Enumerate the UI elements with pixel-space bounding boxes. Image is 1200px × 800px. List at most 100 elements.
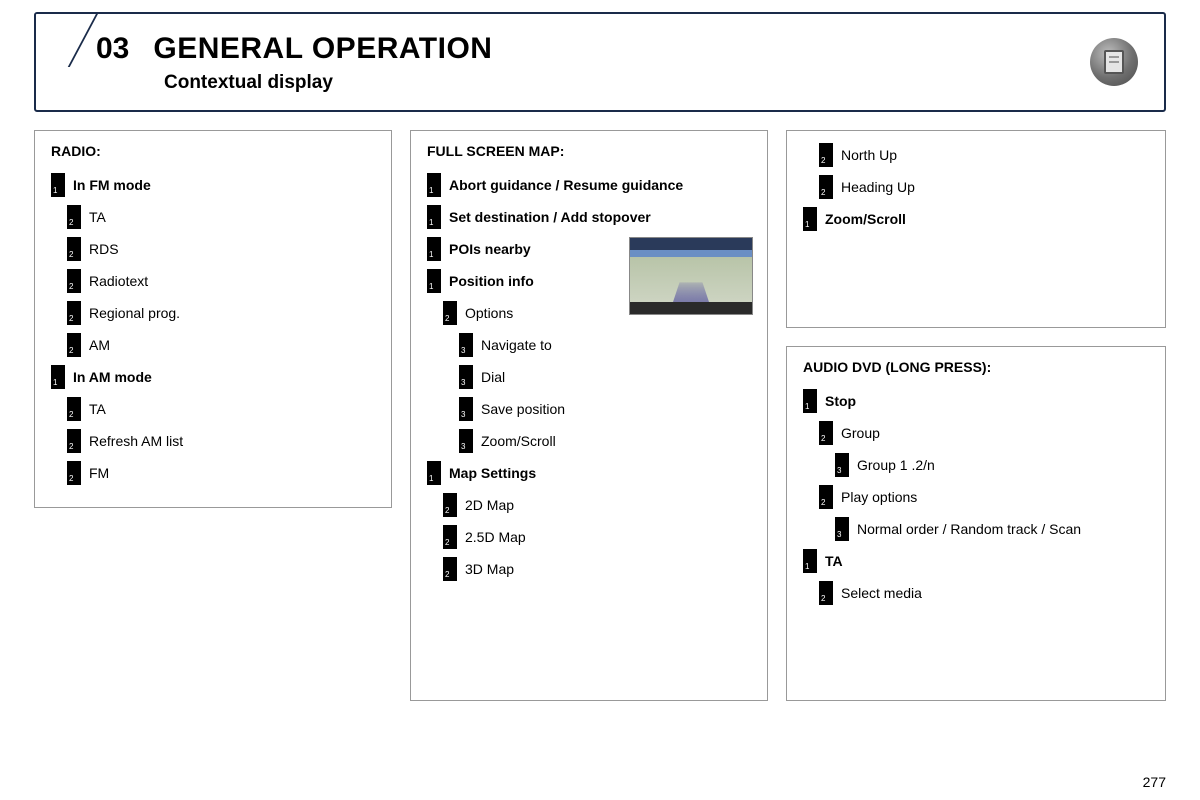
level-marker: 2: [67, 269, 81, 293]
level-marker: 1: [803, 549, 817, 573]
level-marker: 3: [459, 429, 473, 453]
level-marker: 3: [835, 517, 849, 541]
level-marker: 1: [51, 173, 65, 197]
level-marker: 3: [459, 397, 473, 421]
menu-item-label: In AM mode: [73, 369, 152, 385]
menu-item-label: FM: [89, 465, 109, 481]
level-marker: 2: [67, 333, 81, 357]
level-marker: 2: [819, 143, 833, 167]
level-marker: 2: [67, 301, 81, 325]
menu-item: 2Play options: [819, 485, 1149, 509]
menu-item-label: Stop: [825, 393, 856, 409]
level-marker: 1: [803, 389, 817, 413]
menu-item: 1 Zoom/Scroll: [803, 207, 1149, 231]
menu-item: 2 Select media: [819, 581, 1149, 605]
level-marker: 1: [803, 207, 817, 231]
level-marker: 1: [427, 269, 441, 293]
level-marker: 1: [427, 237, 441, 261]
menu-item: 2 North Up: [819, 143, 1149, 167]
level-marker: 2: [443, 525, 457, 549]
menu-item: 2Refresh AM list: [67, 429, 375, 453]
menu-item: 1 Map Settings: [427, 461, 751, 485]
menu-item-label: TA: [89, 401, 106, 417]
section-title: GENERAL OPERATION: [153, 32, 492, 66]
level-marker: 2: [443, 301, 457, 325]
level-marker: 3: [459, 333, 473, 357]
menu-item: 3 Zoom/Scroll: [459, 429, 751, 453]
menu-item: 2RDS: [67, 237, 375, 261]
panel-map: FULL SCREEN MAP: 1Abort guidance / Resum…: [410, 130, 768, 701]
menu-item-label: Position info: [449, 273, 534, 289]
level-marker: 2: [67, 461, 81, 485]
menu-item-label: 2.5D Map: [465, 529, 526, 545]
level-marker: 1: [427, 461, 441, 485]
menu-item-label: Group: [841, 425, 880, 441]
menu-item: 2 TA: [67, 397, 375, 421]
menu-item: 3 Normal order / Random track / Scan: [835, 517, 1149, 541]
menu-item: 1 In FM mode: [51, 173, 375, 197]
menu-item-label: Normal order / Random track / Scan: [857, 521, 1081, 537]
menu-item-label: Save position: [481, 401, 565, 417]
level-marker: 3: [835, 453, 849, 477]
document-icon: [1090, 38, 1138, 86]
level-marker: 2: [819, 581, 833, 605]
menu-item-label: Options: [465, 305, 513, 321]
menu-item-label: Radiotext: [89, 273, 148, 289]
menu-item-label: In FM mode: [73, 177, 151, 193]
menu-map-cont: 2 North Up 2Heading Up1 Zoom/Scroll: [803, 143, 1149, 231]
menu-item: 2 FM: [67, 461, 375, 485]
level-marker: 1: [51, 365, 65, 389]
level-marker: 2: [67, 397, 81, 421]
menu-item-label: POIs nearby: [449, 241, 531, 257]
level-marker: 2: [443, 557, 457, 581]
page-number: 277: [1143, 774, 1166, 790]
menu-item-label: Zoom/Scroll: [825, 211, 906, 227]
menu-item-label: Map Settings: [449, 465, 536, 481]
menu-item: 1 TA: [803, 549, 1149, 573]
menu-map: 1Abort guidance / Resume guidance1Set de…: [427, 173, 751, 581]
menu-item: 23D Map: [443, 557, 751, 581]
level-marker: 1: [427, 173, 441, 197]
section-number: 03: [96, 32, 129, 66]
panel-title-dvd: AUDIO DVD (LONG PRESS):: [803, 359, 1149, 375]
menu-item: 3 Group 1 .2/n: [835, 453, 1149, 477]
menu-item-label: Refresh AM list: [89, 433, 183, 449]
menu-item: 2 2D Map: [443, 493, 751, 517]
menu-item-label: Regional prog.: [89, 305, 180, 321]
menu-item: 2Heading Up: [819, 175, 1149, 199]
menu-item: 2 AM: [67, 333, 375, 357]
menu-item-label: Heading Up: [841, 179, 915, 195]
header-corner-cut: [34, 12, 99, 67]
menu-item: 2 Regional prog.: [67, 301, 375, 325]
menu-item-label: Set destination / Add stopover: [449, 209, 651, 225]
menu-dvd: 1 Stop 2 Group 3 Group 1 .2/n 2Play options 3 No…: [803, 389, 1149, 605]
panel-dvd: AUDIO DVD (LONG PRESS): 1 Stop 2 Group 3 Grou…: [786, 346, 1166, 701]
menu-item: 2 2.5D Map: [443, 525, 751, 549]
menu-item: 2 Group: [819, 421, 1149, 445]
menu-item-label: Select media: [841, 585, 922, 601]
menu-item: 1Abort guidance / Resume guidance: [427, 173, 751, 197]
content-columns: RADIO: 1 In FM mode 2 TA 2RDS 2 Radiotext 2 Regi…: [34, 130, 1166, 701]
level-marker: 3: [459, 365, 473, 389]
menu-item: 3 Dial: [459, 365, 751, 389]
level-marker: 2: [819, 421, 833, 445]
menu-item-label: 2D Map: [465, 497, 514, 513]
page-header: 03 GENERAL OPERATION Contextual display: [34, 12, 1166, 112]
menu-item-label: Navigate to: [481, 337, 552, 353]
menu-item-label: Zoom/Scroll: [481, 433, 556, 449]
menu-item-label: North Up: [841, 147, 897, 163]
panel-radio: RADIO: 1 In FM mode 2 TA 2RDS 2 Radiotext 2 Regi…: [34, 130, 392, 508]
menu-item: 1 In AM mode: [51, 365, 375, 389]
menu-item-label: AM: [89, 337, 110, 353]
section-subtitle: Contextual display: [164, 72, 1134, 94]
menu-item-label: TA: [825, 553, 843, 569]
panel-map-cont: 2 North Up 2Heading Up1 Zoom/Scroll: [786, 130, 1166, 328]
menu-item: 3 Save position: [459, 397, 751, 421]
panel-title-radio: RADIO:: [51, 143, 375, 159]
menu-item-label: TA: [89, 209, 106, 225]
level-marker: 2: [443, 493, 457, 517]
panel-title-map: FULL SCREEN MAP:: [427, 143, 751, 159]
menu-item-label: Group 1 .2/n: [857, 457, 935, 473]
level-marker: 1: [427, 205, 441, 229]
menu-item-label: Dial: [481, 369, 505, 385]
